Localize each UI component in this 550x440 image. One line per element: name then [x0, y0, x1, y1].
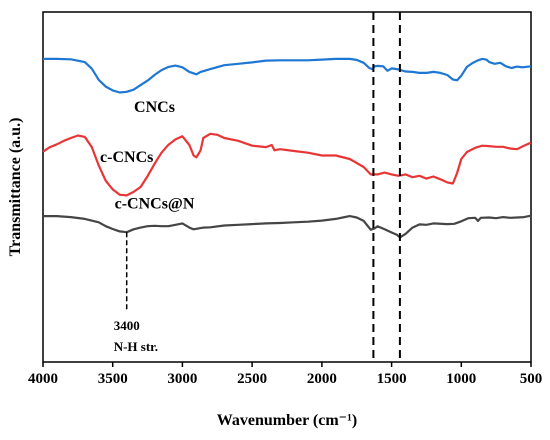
- plot-frame: [42, 11, 532, 363]
- annotation-text-2: N-H str.: [114, 339, 158, 354]
- series-label-1: CNCs: [134, 99, 175, 116]
- series-line-2: [42, 132, 532, 197]
- x-tick-label: 500: [520, 371, 543, 387]
- series-line-1: [43, 57, 532, 94]
- series-labels: CNCs c-CNCs c-CNCs@N: [100, 99, 195, 213]
- series-line-3: [43, 214, 532, 239]
- x-tick-label: 1500: [377, 371, 407, 387]
- x-tick-label: 2500: [237, 371, 267, 387]
- x-tick-label: 4000: [28, 371, 58, 387]
- x-tick-label: 1000: [446, 371, 476, 387]
- series-label-2: c-CNCs: [100, 149, 153, 166]
- x-axis-title: Wavenumber (cm⁻¹): [217, 412, 357, 429]
- x-tick-label: 3000: [167, 371, 197, 387]
- y-axis-title: Transmittance (a.u.): [7, 118, 24, 257]
- x-tick-label: 3500: [98, 371, 128, 387]
- series-layer: [42, 57, 532, 239]
- reference-lines: [372, 12, 401, 362]
- annotation-layer: 3400 N-H str.: [114, 232, 158, 354]
- x-axis-ticks: 4000 3500 3000 2500 2000 1500 1000 500: [28, 362, 542, 387]
- annotation-text-1: 3400: [114, 318, 140, 333]
- series-label-3: c-CNCs@N: [115, 195, 195, 212]
- x-tick-label: 2000: [307, 371, 337, 387]
